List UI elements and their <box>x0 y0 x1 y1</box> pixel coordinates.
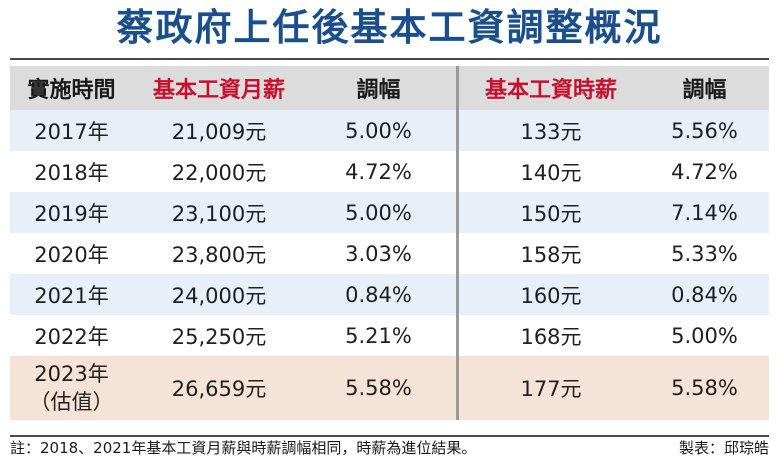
table-row: 2019年 23,100元 5.00% 150元 7.14% <box>10 192 769 233</box>
footer: 註：2018、2021年基本工資月薪與時薪調幅相同，時薪為進位結果。 製表：邱琮… <box>10 438 769 458</box>
footnote: 註：2018、2021年基本工資月薪與時薪調幅相同，時薪為進位結果。 <box>10 439 477 457</box>
column-divider <box>456 192 466 233</box>
cell-hourly: 177元 <box>520 377 582 401</box>
cell-hourly-rate: 0.84% <box>671 282 738 307</box>
cell-monthly-rate: 0.84% <box>345 282 412 307</box>
cell-year-estimate: 2023年 （估值） <box>10 360 133 416</box>
column-divider <box>456 151 466 192</box>
cell-monthly: 23,800元 <box>171 242 267 267</box>
cell-hourly: 133元 <box>520 119 582 144</box>
cell-year: 2018年 <box>34 160 109 185</box>
header-period: 實施時間 <box>27 78 116 103</box>
cell-year: 2022年 <box>34 324 109 349</box>
cell-monthly: 23,100元 <box>171 201 267 226</box>
cell-monthly: 26,659元 <box>171 377 267 401</box>
table-row: 2020年 23,800元 3.03% 158元 5.33% <box>10 233 769 274</box>
column-divider <box>456 315 466 356</box>
cell-hourly-rate: 7.14% <box>671 200 738 225</box>
top-rule <box>10 58 769 60</box>
cell-monthly-rate: 5.00% <box>345 118 412 143</box>
cell-monthly-rate: 5.21% <box>345 323 412 348</box>
column-divider <box>456 356 466 420</box>
table-row: 2021年 24,000元 0.84% 160元 0.84% <box>10 274 769 315</box>
cell-monthly-rate: 5.58% <box>345 376 412 400</box>
cell-monthly-rate: 5.00% <box>345 200 412 225</box>
cell-monthly-rate: 3.03% <box>345 241 412 266</box>
credit: 製表：邱琮皓 <box>678 439 769 457</box>
table-header-row: 實施時間 基本工資月薪 調幅 基本工資時薪 調幅 <box>10 66 769 110</box>
cell-hourly-rate: 5.33% <box>671 241 738 266</box>
header-monthly-rate: 調幅 <box>356 78 401 103</box>
page-title: 蔡政府上任後基本工資調整概況 <box>116 6 663 49</box>
column-divider <box>456 66 466 110</box>
bottom-rule <box>10 435 769 437</box>
cell-year: 2021年 <box>34 283 109 308</box>
header-hourly-rate: 調幅 <box>682 78 727 103</box>
cell-year: 2020年 <box>34 242 109 267</box>
table-row: 2018年 22,000元 4.72% 140元 4.72% <box>10 151 769 192</box>
header-monthly-wage: 基本工資月薪 <box>152 78 285 103</box>
cell-hourly: 160元 <box>520 283 582 308</box>
table-row: 2017年 21,009元 5.00% 133元 5.56% <box>10 110 769 151</box>
column-divider <box>456 110 466 151</box>
cell-monthly: 25,250元 <box>171 324 267 349</box>
cell-hourly: 168元 <box>520 324 582 349</box>
cell-hourly-rate: 5.56% <box>671 118 738 143</box>
cell-hourly: 158元 <box>520 242 582 267</box>
wage-table: 實施時間 基本工資月薪 調幅 基本工資時薪 調幅 2017年 21,009元 5… <box>10 66 769 420</box>
cell-hourly-rate: 5.58% <box>671 376 738 400</box>
cell-monthly: 21,009元 <box>171 119 267 144</box>
table-row-estimate: 2023年 （估值） 26,659元 5.58% 177元 5.58% <box>10 356 769 420</box>
cell-monthly: 24,000元 <box>171 283 267 308</box>
cell-monthly: 22,000元 <box>171 160 267 185</box>
header-hourly-wage: 基本工資時薪 <box>484 78 617 103</box>
cell-year: 2017年 <box>34 119 109 144</box>
cell-year: 2023年 <box>34 362 109 386</box>
cell-monthly-rate: 4.72% <box>345 159 412 184</box>
table-row: 2022年 25,250元 5.21% 168元 5.00% <box>10 315 769 356</box>
column-divider <box>456 274 466 315</box>
cell-hourly: 140元 <box>520 160 582 185</box>
cell-year: 2019年 <box>34 201 109 226</box>
cell-hourly-rate: 4.72% <box>671 159 738 184</box>
cell-hourly-rate: 5.00% <box>671 323 738 348</box>
column-divider <box>456 233 466 274</box>
cell-year-note: （估值） <box>29 390 114 414</box>
cell-hourly: 150元 <box>520 201 582 226</box>
